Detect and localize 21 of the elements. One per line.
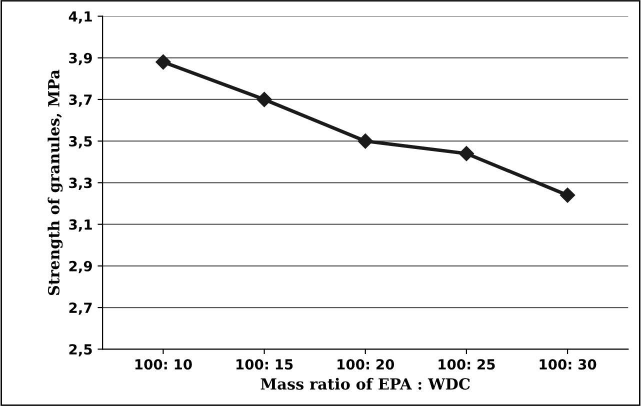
point [560,188,576,203]
x-tick-label: 100: 10 [135,359,192,370]
x-tick-label: 100: 25 [438,359,495,370]
y-tick-label: 3,9 [69,52,92,66]
y-tick-label: 3,5 [69,136,92,148]
y-tick-label: 2,9 [69,260,92,274]
y-tick-label: 3,3 [69,178,92,190]
x-tick-label: 100: 30 [540,359,596,370]
y-tick-label: 4,1 [68,11,92,24]
y-tick-label: 2,5 [69,344,92,356]
y-axis-title: Strength of granules, MPa [48,70,63,296]
y-tick-label: 3,1 [69,219,92,232]
x-tick-label: 100: 15 [236,359,293,370]
x-axis-title: Mass ratio of EPA : WDC [260,378,470,390]
point [358,134,373,149]
point [156,54,171,70]
y-tick-label: 3,7 [69,94,92,107]
x-tick-label: 100: 20 [338,359,394,370]
y-tick-label: 2,7 [69,302,92,315]
point [256,92,272,108]
point [458,146,474,162]
